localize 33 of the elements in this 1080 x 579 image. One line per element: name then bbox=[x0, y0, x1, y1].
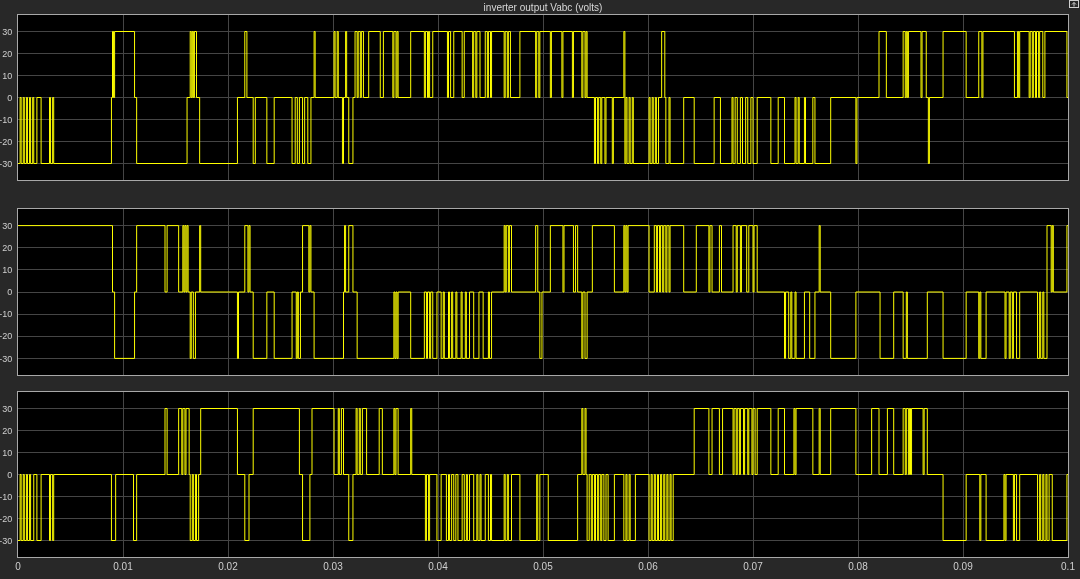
x-tick-label: 0.08 bbox=[848, 561, 869, 572]
y-tick-label: -20 bbox=[0, 331, 13, 342]
y-tick-label: 30 bbox=[2, 220, 13, 231]
y-tick-label: -10 bbox=[0, 491, 13, 502]
y-tick-label: 10 bbox=[2, 70, 13, 81]
y-tick-label: 0 bbox=[7, 92, 13, 103]
x-tick-label: 0.1 bbox=[1061, 561, 1076, 572]
x-tick-label: 0.06 bbox=[638, 561, 659, 572]
x-tick-label: 0.01 bbox=[113, 561, 134, 572]
y-tick-label: -20 bbox=[0, 513, 13, 524]
y-tick-label: 10 bbox=[2, 447, 13, 458]
y-tick-label: -10 bbox=[0, 309, 13, 320]
x-tick-label: 0.07 bbox=[743, 561, 764, 572]
y-tick-label: 20 bbox=[2, 425, 13, 436]
y-tick-label: -30 bbox=[0, 158, 13, 169]
y-tick-label: 10 bbox=[2, 265, 13, 276]
x-tick-label: 0.02 bbox=[218, 561, 239, 572]
y-tick-label: -30 bbox=[0, 535, 13, 546]
y-tick-label: -30 bbox=[0, 353, 13, 364]
x-tick-label: 0 bbox=[15, 561, 22, 572]
y-tick-label: 0 bbox=[7, 287, 13, 298]
chart-title: inverter output Vabc (volts) bbox=[483, 2, 603, 14]
y-tick-label: 20 bbox=[2, 48, 13, 59]
x-tick-label: 0.09 bbox=[953, 561, 974, 572]
y-tick-label: 30 bbox=[2, 403, 13, 414]
x-tick-label: 0.05 bbox=[533, 561, 554, 572]
y-tick-label: -10 bbox=[0, 114, 13, 125]
y-tick-label: 0 bbox=[7, 469, 13, 480]
x-tick-label: 0.04 bbox=[428, 561, 449, 572]
y-tick-label: 20 bbox=[2, 242, 13, 253]
y-tick-label: 30 bbox=[2, 26, 13, 37]
x-tick-label: 0.03 bbox=[323, 561, 344, 572]
y-tick-label: -20 bbox=[0, 136, 13, 147]
